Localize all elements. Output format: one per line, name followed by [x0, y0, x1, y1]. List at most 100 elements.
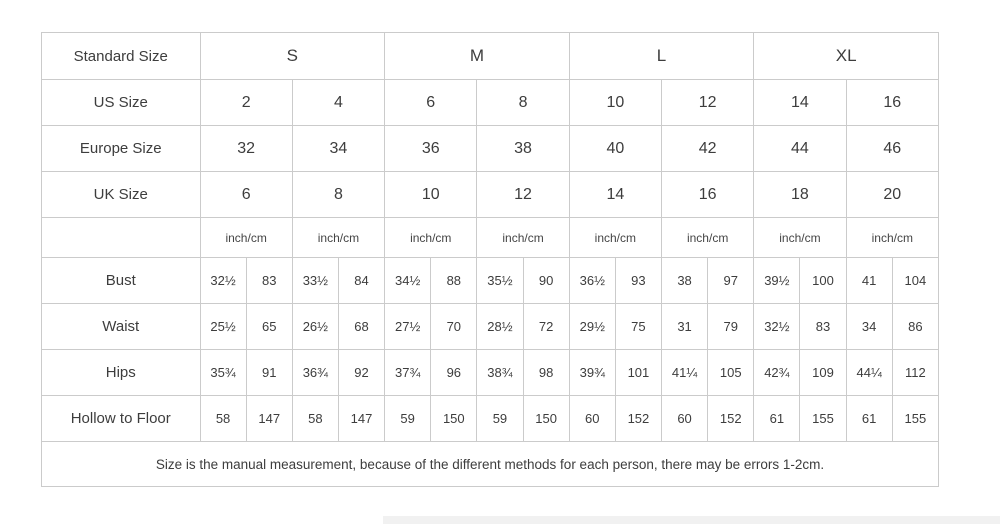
europe-size-value: 46 [845, 125, 940, 172]
row-label-units [41, 217, 201, 258]
hips-value: 91 [245, 349, 293, 396]
europe-size-value: 32 [199, 125, 293, 172]
us-size-value: 14 [753, 79, 847, 126]
waist-row: Waist 25½ 65 26½ 68 27½ 70 28½ 72 29½ 75 31 79 32½ 83 3… [41, 303, 940, 350]
hollow-to-floor-value: 155 [891, 395, 940, 442]
bust-value: 34½ [384, 257, 432, 304]
waist-value: 26½ [291, 303, 339, 350]
unit-cell: inch/cm [845, 217, 940, 258]
us-size-value: 10 [568, 79, 662, 126]
bust-value: 84 [337, 257, 386, 304]
note-row: Size is the manual measurement, because … [41, 441, 939, 487]
row-label-europe-size: Europe Size [41, 125, 201, 172]
standard-size-l: L [568, 32, 755, 80]
us-size-row: US Size 2 4 6 8 10 12 14 16 [41, 79, 940, 126]
waist-value: 29½ [568, 303, 616, 350]
bust-value: 35½ [476, 257, 524, 304]
hips-value: 42¾ [753, 349, 801, 396]
bottom-scrollbar-strip [383, 516, 1000, 524]
bust-value: 41 [845, 257, 893, 304]
waist-value: 70 [430, 303, 478, 350]
hips-value: 44¼ [845, 349, 893, 396]
us-size-value: 2 [199, 79, 293, 126]
unit-cell: inch/cm [753, 217, 847, 258]
hollow-to-floor-value: 59 [476, 395, 524, 442]
uk-size-value: 12 [476, 171, 570, 218]
hollow-to-floor-value: 61 [753, 395, 801, 442]
uk-size-value: 20 [845, 171, 940, 218]
unit-cell: inch/cm [291, 217, 386, 258]
europe-size-value: 34 [291, 125, 386, 172]
row-label-hips: Hips [41, 349, 201, 396]
hollow-to-floor-value: 147 [337, 395, 386, 442]
standard-size-xl: XL [753, 32, 939, 80]
waist-value: 86 [891, 303, 940, 350]
waist-value: 65 [245, 303, 293, 350]
hollow-to-floor-value: 58 [199, 395, 247, 442]
waist-value: 72 [522, 303, 570, 350]
bust-row: Bust 32½ 83 33½ 84 34½ 88 35½ 90 36½ 93 38 97 39½ 100 4… [41, 257, 940, 304]
waist-value: 27½ [384, 303, 432, 350]
bust-value: 104 [891, 257, 940, 304]
bust-value: 83 [245, 257, 293, 304]
bust-value: 38 [660, 257, 709, 304]
size-note: Size is the manual measurement, because … [41, 441, 939, 487]
row-label-hollow-to-floor: Hollow to Floor [41, 395, 201, 442]
bust-value: 33½ [291, 257, 339, 304]
europe-size-value: 38 [476, 125, 570, 172]
uk-size-value: 14 [568, 171, 662, 218]
waist-value: 68 [337, 303, 386, 350]
uk-size-row: UK Size 6 8 10 12 14 16 18 20 [41, 171, 940, 218]
us-size-value: 8 [476, 79, 570, 126]
hips-value: 92 [337, 349, 386, 396]
size-chart-table: Standard Size S M L XL US Size 2 4 6 8 10 12 14 16 Eur… [41, 32, 940, 487]
bust-value: 32½ [199, 257, 247, 304]
hollow-to-floor-value: 150 [430, 395, 478, 442]
unit-cell: inch/cm [384, 217, 478, 258]
hips-row: Hips 35¾ 91 36¾ 92 37¾ 96 38¾ 98 39¾ 101 41¼ 105 42¾ 1… [41, 349, 940, 396]
hips-value: 36¾ [291, 349, 339, 396]
hollow-to-floor-row: Hollow to Floor 58 147 58 147 59 150 59 150 60 152… [41, 395, 940, 442]
hollow-to-floor-value: 60 [568, 395, 616, 442]
bust-value: 36½ [568, 257, 616, 304]
hips-value: 101 [614, 349, 662, 396]
hips-value: 105 [707, 349, 755, 396]
waist-value: 31 [660, 303, 709, 350]
waist-value: 32½ [753, 303, 801, 350]
bust-value: 39½ [753, 257, 801, 304]
bust-value: 88 [430, 257, 478, 304]
unit-cell: inch/cm [199, 217, 293, 258]
row-label-standard-size: Standard Size [41, 32, 201, 80]
uk-size-value: 16 [660, 171, 755, 218]
unit-cell: inch/cm [568, 217, 662, 258]
europe-size-value: 36 [384, 125, 478, 172]
hollow-to-floor-value: 147 [245, 395, 293, 442]
us-size-value: 16 [845, 79, 940, 126]
hips-value: 41¼ [660, 349, 709, 396]
hips-value: 37¾ [384, 349, 432, 396]
waist-value: 34 [845, 303, 893, 350]
waist-value: 25½ [199, 303, 247, 350]
row-label-uk-size: UK Size [41, 171, 201, 218]
hollow-to-floor-value: 155 [799, 395, 847, 442]
hips-value: 112 [891, 349, 940, 396]
europe-size-value: 40 [568, 125, 662, 172]
bust-value: 97 [707, 257, 755, 304]
row-label-bust: Bust [41, 257, 201, 304]
row-label-waist: Waist [41, 303, 201, 350]
waist-value: 83 [799, 303, 847, 350]
bust-value: 90 [522, 257, 570, 304]
uk-size-value: 6 [199, 171, 293, 218]
us-size-value: 12 [660, 79, 755, 126]
hips-value: 39¾ [568, 349, 616, 396]
hips-value: 98 [522, 349, 570, 396]
hollow-to-floor-value: 58 [291, 395, 339, 442]
hollow-to-floor-value: 59 [384, 395, 432, 442]
unit-row: inch/cm inch/cm inch/cm inch/cm inch/cm inch/… [41, 217, 940, 258]
us-size-value: 4 [291, 79, 386, 126]
uk-size-value: 8 [291, 171, 386, 218]
standard-size-row: Standard Size S M L XL [41, 32, 939, 80]
bust-value: 93 [614, 257, 662, 304]
unit-cell: inch/cm [476, 217, 570, 258]
